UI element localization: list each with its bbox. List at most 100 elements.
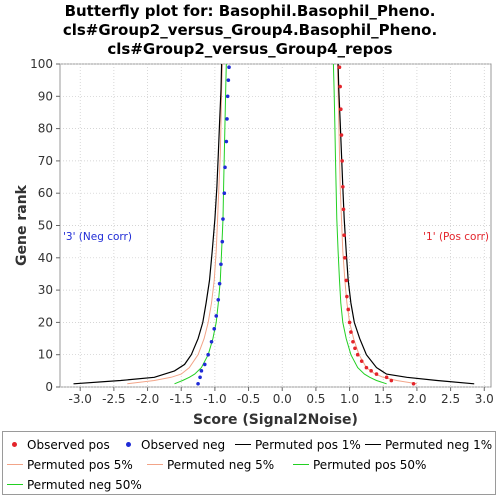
x-tick-label: -2.5 [102,392,125,406]
data-point [225,94,230,99]
series-line-permuted-pos-50- [332,63,387,385]
x-tick-label: -3.0 [68,392,91,406]
legend-swatch [293,460,309,470]
y-tick-label: 30 [38,283,53,297]
series-line-permuted-neg-50- [174,63,227,385]
data-point [344,278,349,283]
y-tick-label: 20 [38,315,53,329]
chart-title-line-2: cls#Group2_versus_Group4.Basophil_Pheno. [62,21,438,39]
data-point [222,191,227,195]
y-axis-label: Gene rank [14,184,30,266]
data-point [202,362,207,367]
x-tick-label: 1.0 [340,392,359,406]
y-tick-label: 50 [38,219,53,233]
legend-swatch [121,440,137,450]
data-point [220,239,225,244]
series-line-permuted-neg-5- [127,63,223,385]
x-tick-label: 0.0 [273,392,292,406]
data-point [345,294,349,299]
x-tick-label: 1.5 [374,392,393,406]
data-point [341,207,346,212]
data-point [217,281,222,286]
data-point [346,307,351,312]
legend-swatch [7,460,23,470]
data-point [223,165,227,170]
chart-title-line-1: Butterfly plot for: Basophil.Basophil_Ph… [64,2,436,20]
data-point [338,84,342,89]
data-point [369,369,373,373]
data-point [214,314,219,318]
chart-legend: Observed pos Observed neg Permuted pos 1… [2,431,496,495]
legend-item-permuted-neg-5: Permuted neg 5% [147,458,274,472]
plot-area: -3.0 -2.5 -2.0 -1.5 -1.0 -0.5 0.0 0.5 1.0 1.5 2.0 2… [14,57,494,428]
chart-title-line-3: cls#Group2_versus_Group4_repos [107,40,393,58]
data-point [341,184,345,189]
legend-swatch [7,440,23,450]
data-point [227,65,231,70]
y-tick-label: 40 [38,251,53,265]
legend-item-observed-pos: Observed pos [7,438,110,452]
legend-label: Permuted neg 5% [167,458,275,472]
legend-swatch [7,480,23,490]
x-axis-label: Score (Signal2Noise) [193,412,358,428]
data-point [209,339,214,344]
legend-swatch [235,440,251,450]
data-point [206,352,210,357]
pos-corr-annotation: '1' (Pos corr) [423,231,489,243]
data-point [384,375,389,380]
legend-label: Permuted pos 50% [313,458,427,472]
data-point [199,369,204,373]
data-point [340,159,344,163]
y-tick-label: 60 [38,186,53,200]
y-tick-label: 70 [38,154,53,168]
y-tick-label: 0 [45,380,53,394]
legend-label: Observed pos [27,438,110,452]
legend-item-permuted-pos-5: Permuted pos 5% [7,458,133,472]
legend-item-permuted-neg-1: Permuted neg 1% [365,438,492,452]
data-point [339,133,344,137]
data-point [389,378,394,383]
data-point [339,107,343,112]
data-point [225,117,229,121]
y-tick-label: 90 [38,89,53,103]
neg-corr-annotation: '3' (Neg corr) [63,231,132,243]
data-point [359,359,364,363]
data-point [219,262,223,267]
data-point [212,327,217,331]
x-tick-label: 3.0 [475,392,494,406]
x-tick-label: -1.0 [203,392,226,406]
data-point [342,233,346,237]
legend-label: Permuted neg 50% [27,478,142,492]
legend-swatch [147,460,163,470]
legend-item-permuted-pos-1: Permuted pos 1% [235,438,361,452]
legend-item-observed-neg: Observed neg [121,438,225,452]
series-points-observed-neg [196,65,231,386]
data-point [337,65,342,70]
legend-item-permuted-neg-50: Permuted neg 50% [7,478,142,492]
data-point [224,139,229,144]
data-point [216,297,221,302]
legend-swatch [365,440,381,450]
legend-label: Permuted neg 1% [385,438,493,452]
x-tick-label: 0.5 [306,392,325,406]
data-point [347,320,352,325]
series-points-observed-pos [337,65,416,386]
legend-item-permuted-pos-50: Permuted pos 50% [293,458,426,472]
plot-frame [59,63,492,388]
y-tick-label: 100 [30,57,53,71]
data-point [343,255,347,260]
data-point [226,78,231,82]
x-tick-label: 2.0 [407,392,426,406]
data-point [351,339,355,344]
y-tick-label: 80 [38,122,53,136]
y-tick-label: 10 [38,348,53,362]
data-point [411,381,416,386]
data-point [355,352,360,357]
legend-label: Observed neg [141,438,226,452]
series-line-permuted-neg-1- [73,63,223,385]
data-point [349,330,353,334]
data-point [353,346,357,351]
data-point [364,365,369,370]
x-tick-label: -2.0 [136,392,159,406]
